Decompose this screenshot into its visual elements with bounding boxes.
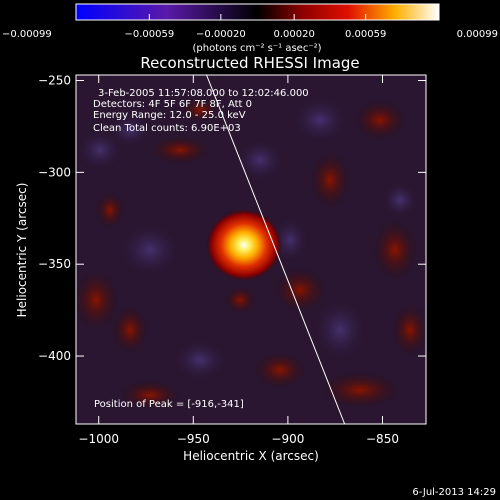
chart-title: Reconstructed RHESSI Image bbox=[140, 54, 359, 72]
annotation-time-range: 3-Feb-2005 11:57:08.000 to 12:02:46.000 bbox=[98, 88, 309, 99]
colorbar-tick-label: 0.00099 bbox=[457, 29, 498, 40]
x-axis-ticks: −1000 −950 −900 −850 bbox=[78, 75, 399, 446]
colorbar-tick-label: −0.00020 bbox=[196, 29, 246, 40]
x-axis-label: Heliocentric X (arcsec) bbox=[183, 449, 319, 463]
x-tick-label: −850 bbox=[366, 432, 399, 446]
flare-source bbox=[206, 209, 282, 281]
x-tick-label: −950 bbox=[177, 432, 210, 446]
colorbar-tick-label: 0.00059 bbox=[345, 29, 386, 40]
colorbar-tick-label: 0.00020 bbox=[273, 29, 314, 40]
y-tick-label: −250 bbox=[38, 74, 71, 88]
solar-limb-line bbox=[206, 75, 346, 424]
annotation-energy: Energy Range: 12.0 - 25.0 keV bbox=[93, 110, 246, 121]
annotation-clean: Clean Total counts: 6.90E+03 bbox=[93, 123, 241, 134]
annotation-detectors: Detectors: 4F 5F 6F 7F 8F, Att 0 bbox=[93, 99, 252, 110]
timestamp: 6-Jul-2013 14:29 bbox=[412, 487, 496, 498]
y-axis-ticks: −250 −300 −350 −400 bbox=[38, 74, 426, 363]
colorbar-units: (photons cm⁻² s⁻¹ asec⁻²) bbox=[192, 43, 321, 54]
colorbar bbox=[75, 3, 440, 21]
x-tick-label: −1000 bbox=[78, 432, 119, 446]
y-axis-label: Heliocentric Y (arcsec) bbox=[15, 183, 29, 318]
x-tick-label: −900 bbox=[271, 432, 304, 446]
colorbar-tick-label: −0.00059 bbox=[124, 29, 174, 40]
annotations: 3-Feb-2005 11:57:08.000 to 12:02:46.000 … bbox=[93, 88, 309, 410]
y-tick-label: −400 bbox=[38, 349, 71, 363]
annotation-peak: Position of Peak = [-916,-341] bbox=[94, 399, 244, 410]
colorbar-tick-label: −0.00099 bbox=[2, 29, 52, 40]
plot-frame bbox=[75, 74, 427, 425]
colorbar-ticks: −0.00099 −0.00059 −0.00020 0.00020 0.00059 0.… bbox=[2, 14, 498, 40]
heatmap-image bbox=[76, 75, 426, 424]
y-tick-label: −350 bbox=[38, 257, 71, 271]
y-tick-label: −300 bbox=[38, 165, 71, 179]
